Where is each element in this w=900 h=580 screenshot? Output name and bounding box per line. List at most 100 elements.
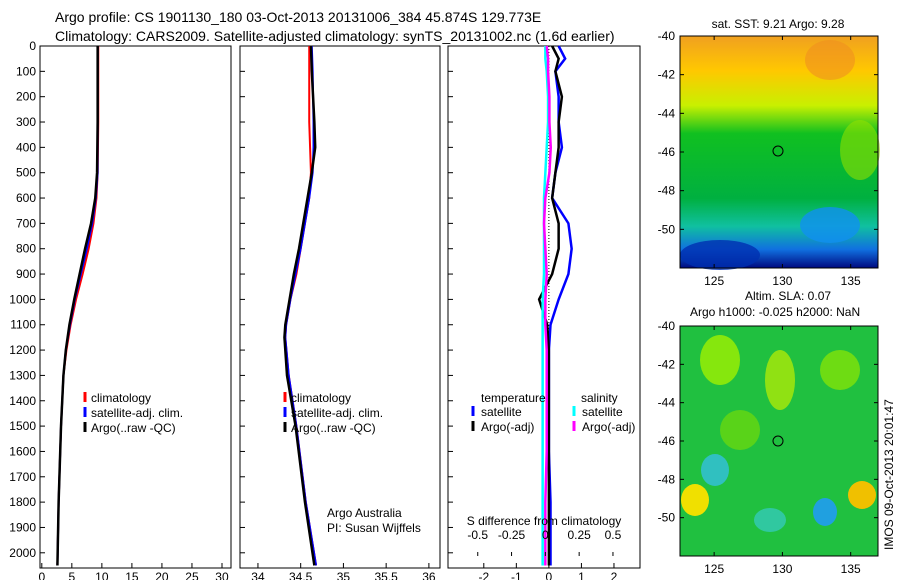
sla-map: Altim. SLA: 0.07 Argo h1000: -0.025 h200… xyxy=(679,289,879,557)
sla-map-title: Altim. SLA: 0.07 xyxy=(745,289,831,303)
map-y-tick-label: -46 xyxy=(658,434,676,448)
y-tick-label: 2000 xyxy=(9,546,36,560)
legend-entry: Argo(-adj) xyxy=(582,420,635,434)
map-x-tick-label: 130 xyxy=(772,562,792,576)
credit-line-1: Argo Australia xyxy=(327,506,402,520)
x-tick-label: 5 xyxy=(68,570,75,580)
map-y-tick-label: -48 xyxy=(658,184,676,198)
map-y-tick-label: -40 xyxy=(658,319,676,333)
legend-entry: Argo(..raw -QC) xyxy=(91,421,176,435)
y-tick-label: 1000 xyxy=(9,292,36,306)
series-line-argo-raw-qc- xyxy=(283,45,317,566)
x-tick-label: 15 xyxy=(125,570,139,580)
map-y-tick-label: -40 xyxy=(658,29,676,43)
argo-float-marker xyxy=(772,145,784,157)
y-tick-label: 1400 xyxy=(9,394,36,408)
series-line-salinity-argo-adj- xyxy=(542,45,553,566)
map-y-tick-label: -42 xyxy=(658,357,676,371)
series-line-argo-raw-qc- xyxy=(56,46,99,566)
y-tick-label: 0 xyxy=(29,39,36,53)
x-tick-label: 2 xyxy=(611,570,618,580)
x-tick-label: 20 xyxy=(155,570,169,580)
legend-entry: Argo(-adj) xyxy=(481,420,534,434)
map-y-tick-label: -44 xyxy=(658,106,676,120)
y-tick-label: 300 xyxy=(16,115,36,129)
series-line-climatology xyxy=(56,46,100,566)
x-tick-label: -1 xyxy=(511,570,522,580)
y-tick-label: 1800 xyxy=(9,495,36,509)
imos-stamp: IMOS 09-Oct-2013 20:01:47 xyxy=(882,399,896,550)
x-tick-label: 34 xyxy=(251,570,265,580)
legend-title-salinity: salinity xyxy=(581,391,618,405)
x2-tick-label: 0.5 xyxy=(605,528,622,542)
plot-frame xyxy=(39,45,232,569)
y-tick-label: 400 xyxy=(16,140,36,154)
y-tick-label: 1700 xyxy=(9,470,36,484)
y-tick-label: 1900 xyxy=(9,520,36,534)
title-line-2: Climatology: CARS2009. Satellite-adjuste… xyxy=(55,28,615,44)
map-y-tick-label: -42 xyxy=(658,68,676,82)
map-x-tick-label: 130 xyxy=(772,274,792,288)
series-line-satellite-adj-clim- xyxy=(284,45,318,566)
argo-float-marker xyxy=(772,435,784,447)
series-line-satellite-adj-clim- xyxy=(56,46,99,566)
x-tick-label: -2 xyxy=(478,570,489,580)
sst-map: sat. SST: 9.21 Argo: 9.28 xyxy=(679,17,880,270)
map-y-tick-label: -44 xyxy=(658,396,676,410)
series-line-temperature-satellite xyxy=(547,45,573,566)
x-tick-label: 10 xyxy=(95,570,109,580)
legend-entry: satellite xyxy=(582,405,623,419)
plot-frame xyxy=(239,45,441,569)
x2-tick-label: -0.5 xyxy=(467,528,488,542)
y-tick-label: 200 xyxy=(16,90,36,104)
y-tick-label: 600 xyxy=(16,191,36,205)
y-tick-label: 1200 xyxy=(9,343,36,357)
x-tick-label: 0 xyxy=(38,570,45,580)
map-y-tick-label: -50 xyxy=(658,222,676,236)
x-tick-label: 35.5 xyxy=(374,570,398,580)
profile-panel-3: -2-1012T difference from climatology-0.5… xyxy=(447,45,641,580)
x-tick-label: 30 xyxy=(215,570,229,580)
y-tick-label: 1600 xyxy=(9,444,36,458)
title-line-1: Argo profile: CS 1901130_180 03-Oct-2013… xyxy=(55,9,541,25)
map-x-tick-label: 125 xyxy=(704,562,724,576)
credit-line-2: PI: Susan Wijffels xyxy=(327,521,421,535)
legend-entry: climatology xyxy=(91,391,151,405)
y-tick-label: 100 xyxy=(16,64,36,78)
x-tick-label: 0 xyxy=(546,570,553,580)
x2-tick-label: -0.25 xyxy=(498,528,526,542)
legend-title-temperature: temperature xyxy=(481,391,546,405)
map-y-tick-label: -50 xyxy=(658,511,676,525)
map-y-tick-label: -46 xyxy=(658,145,676,159)
x2-axis-label: S difference from climatology xyxy=(467,514,622,528)
y-tick-label: 1300 xyxy=(9,368,36,382)
x2-tick-label: 0.25 xyxy=(567,528,591,542)
y-tick-label: 700 xyxy=(16,216,36,230)
legend-entry: Argo(..raw -QC) xyxy=(291,421,376,435)
legend-entry: satellite-adj. clim. xyxy=(291,406,383,420)
sla-map-subtitle: Argo h1000: -0.025 h2000: NaN xyxy=(690,305,860,319)
map-y-tick-label: -48 xyxy=(658,472,676,486)
plot-frame xyxy=(447,45,641,569)
map-x-tick-label: 135 xyxy=(841,562,861,576)
x2-tick-label: 0 xyxy=(542,528,549,542)
x-tick-label: 25 xyxy=(185,570,199,580)
y-tick-label: 800 xyxy=(16,242,36,256)
y-tick-label: 500 xyxy=(16,166,36,180)
profile-panel-2: 3434.53535.536salinityclimatologysatelli… xyxy=(239,45,441,580)
sst-map-title: sat. SST: 9.21 Argo: 9.28 xyxy=(712,17,845,31)
x-tick-label: 34.5 xyxy=(289,570,313,580)
y-tick-label: 900 xyxy=(16,267,36,281)
series-line-temperature-argo-adj- xyxy=(537,45,564,566)
map-x-tick-label: 135 xyxy=(841,274,861,288)
legend-entry: satellite-adj. clim. xyxy=(91,406,183,420)
y-tick-label: 1100 xyxy=(10,318,36,332)
legend-entry: climatology xyxy=(291,391,351,405)
x-tick-label: 36 xyxy=(422,570,436,580)
legend-entry: satellite xyxy=(481,405,522,419)
y-tick-label: 1500 xyxy=(9,419,36,433)
x-tick-label: 1 xyxy=(578,570,585,580)
x-tick-label: 35 xyxy=(337,570,351,580)
